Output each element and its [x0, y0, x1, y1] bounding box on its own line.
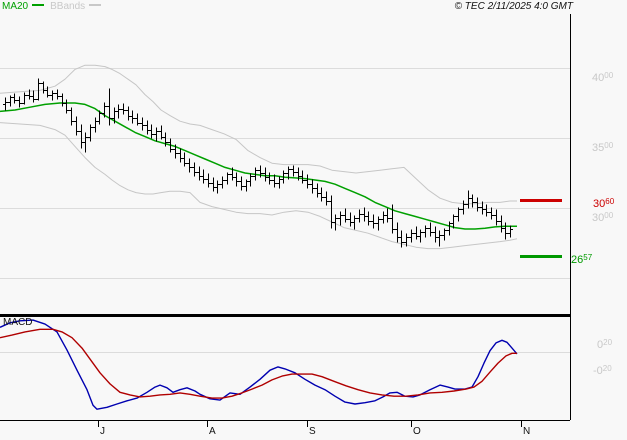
chart-legend: MA20 BBands: [2, 1, 107, 13]
price-axis-label: 3500: [592, 141, 614, 154]
legend-bbands-swatch: [89, 4, 102, 7]
month-label-S: S: [309, 426, 316, 437]
month-label-N: N: [523, 426, 531, 437]
macd-pane-label: MACD: [3, 317, 33, 328]
resistance-price-label: 3060: [593, 197, 615, 210]
bollinger-lower-line: [0, 122, 518, 250]
macd-line: [0, 319, 518, 410]
bollinger-upper-line: [0, 64, 517, 205]
macd-axis-label: 020: [597, 338, 613, 351]
legend-ma20-label: MA20: [2, 1, 29, 12]
ma20-line: [0, 102, 517, 230]
month-label-A: A: [209, 426, 216, 437]
price-axis-label: 4000: [592, 71, 614, 84]
month-label-J: J: [100, 426, 105, 437]
price-axis-label: 3000: [592, 211, 614, 224]
macd-signal-line: [0, 328, 517, 399]
copyright-text: © TEC 2/11/2025 4:0 GMT: [454, 1, 573, 12]
legend-ma20-swatch: [32, 4, 45, 7]
ohlc-bars: [3, 78, 513, 248]
macd-axis-label: -020: [593, 364, 612, 377]
legend-bbands-label: BBands: [50, 1, 86, 12]
month-label-O: O: [413, 426, 421, 437]
support-price-label: 2657: [571, 253, 593, 266]
